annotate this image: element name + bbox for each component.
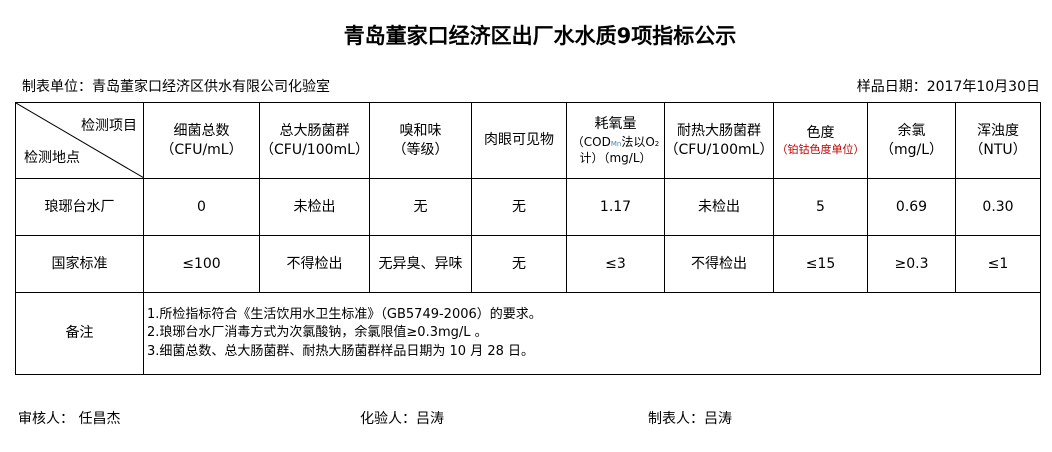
sample-date: 样品日期：2017年10月30日 <box>856 79 1040 95</box>
header-unit: （CFU/mL） <box>160 141 243 158</box>
corner-location-label: 检测地点 <box>24 150 80 166</box>
cell-value: ≤100 <box>182 255 221 272</box>
cell-value: 0.30 <box>982 198 1014 215</box>
cell-value: 1.17 <box>599 198 632 215</box>
note-line: 2.琅琊台水厂消毒方式为次氯酸钠，余氯限值≥0.3mg/L 。 <box>147 325 488 341</box>
cell-value: 无 <box>512 198 526 215</box>
note-line: 1.所检指标符合《生活饮用水卫生标准》（GB5749-2006）的要求。 <box>147 307 542 323</box>
header-unit: （mg/L） <box>879 141 944 158</box>
table-cell: ≤1 <box>956 236 1041 293</box>
cell-value: 不得检出 <box>691 255 747 272</box>
header-name: 耗氧量 <box>594 115 637 132</box>
page-title: 青岛董家口经济区出厂水水质9项指标公示 <box>343 24 737 48</box>
table-cell: ≥0.3 <box>868 236 956 293</box>
column-header: 浑浊度 （NTU） <box>956 103 1041 179</box>
cell-value: 5 <box>816 198 825 215</box>
reviewer: 审核人： 任昌杰 <box>18 411 121 427</box>
table-cell: 1.17 <box>567 179 665 236</box>
table-cell: 无异臭、异味 <box>370 236 472 293</box>
table-cell: 不得检出 <box>260 236 370 293</box>
header-unit: （CODMn法以O2 <box>572 134 659 150</box>
corner-items-label: 检测项目 <box>81 118 137 134</box>
notes-content: 1.所检指标符合《生活饮用水卫生标准》（GB5749-2006）的要求。 2.琅琊… <box>144 293 1041 375</box>
column-header: 肉眼可见物 <box>472 103 567 179</box>
issuing-unit: 制表单位：青岛董家口经济区供水有限公司化验室 <box>22 79 330 95</box>
table-cell: ≤100 <box>144 236 260 293</box>
table-cell: ≤15 <box>774 236 868 293</box>
table-cell: 无 <box>472 179 567 236</box>
table-cell: 0.30 <box>956 179 1041 236</box>
header-unit: （CFU/100mL） <box>664 141 774 158</box>
header-unit: （铂钴色度单位） <box>776 142 865 156</box>
table-cell: 无 <box>370 179 472 236</box>
cell-value: ≥0.3 <box>894 255 929 272</box>
water-quality-table: 检测项目 检测地点 细菌总数 （CFU/mL） 总大肠菌群 （CFU/100mL） 嗅和… <box>15 102 1041 375</box>
table-cell: ≤3 <box>567 236 665 293</box>
subscript: Mn <box>610 139 622 148</box>
column-header: 耐热大肠菌群 （CFU/100mL） <box>665 103 774 179</box>
table-cell: 未检出 <box>260 179 370 236</box>
column-header: 总大肠菌群 （CFU/100mL） <box>260 103 370 179</box>
table-cell: 0 <box>144 179 260 236</box>
row-label: 琅琊台水厂 <box>16 179 144 236</box>
header-name: 耐热大肠菌群 <box>677 122 761 139</box>
table-cell: 未检出 <box>665 179 774 236</box>
table-maker: 制表人：吕涛 <box>648 411 732 427</box>
corner-header: 检测项目 检测地点 <box>16 103 144 179</box>
cell-value: 无异臭、异味 <box>378 255 463 272</box>
header-unit-end: 计）（mg/L） <box>579 150 652 165</box>
column-header: 耗氧量 （CODMn法以O2 计）（mg/L） <box>567 103 665 179</box>
table-cell: 无 <box>472 236 567 293</box>
header-name: 色度 <box>806 124 835 141</box>
header-name: 浑浊度 <box>977 122 1019 139</box>
header-unit: （CFU/100mL） <box>260 141 369 158</box>
row-label-text: 琅琊台水厂 <box>44 198 115 215</box>
column-header: 嗅和味 （等级） <box>370 103 472 179</box>
row-label-text: 国家标准 <box>51 255 108 272</box>
header-name: 细菌总数 <box>173 122 230 139</box>
table-cell: 0.69 <box>868 179 956 236</box>
table-cell: 5 <box>774 179 868 236</box>
table-cell: 不得检出 <box>665 236 774 293</box>
cell-value: 未检出 <box>698 198 740 215</box>
cell-value: ≤3 <box>605 255 626 272</box>
subscript: 2 <box>654 139 660 148</box>
header-name: 余氯 <box>897 122 926 139</box>
column-header: 细菌总数 （CFU/mL） <box>144 103 260 179</box>
cell-value: ≤15 <box>805 255 836 272</box>
note-line: 3.细菌总数、总大肠菌群、耐热大肠菌群样品日期为 10 月 28 日。 <box>147 343 535 359</box>
header-unit: （等级） <box>392 141 449 158</box>
cell-value: 0 <box>197 198 206 215</box>
header-name: 总大肠菌群 <box>279 122 350 139</box>
unit-part: （COD <box>571 134 611 149</box>
cell-value: 未检出 <box>293 198 336 215</box>
column-header: 余氯 （mg/L） <box>868 103 956 179</box>
unit-part: 法以O <box>621 134 655 149</box>
cell-value: 0.69 <box>895 198 928 215</box>
column-header: 色度 （铂钴色度单位） <box>774 103 868 179</box>
row-label: 国家标准 <box>16 236 144 293</box>
header-name: 嗅和味 <box>399 122 442 139</box>
header-name: 肉眼可见物 <box>484 132 554 149</box>
cell-value: 无 <box>512 255 526 272</box>
header-unit: （NTU） <box>969 141 1027 158</box>
cell-value: 无 <box>413 198 428 215</box>
notes-label: 备注 <box>16 293 144 375</box>
cell-value: 不得检出 <box>286 255 343 272</box>
notes-label-text: 备注 <box>65 325 94 342</box>
tester: 化验人：吕涛 <box>360 411 444 427</box>
cell-value: ≤1 <box>987 255 1009 272</box>
